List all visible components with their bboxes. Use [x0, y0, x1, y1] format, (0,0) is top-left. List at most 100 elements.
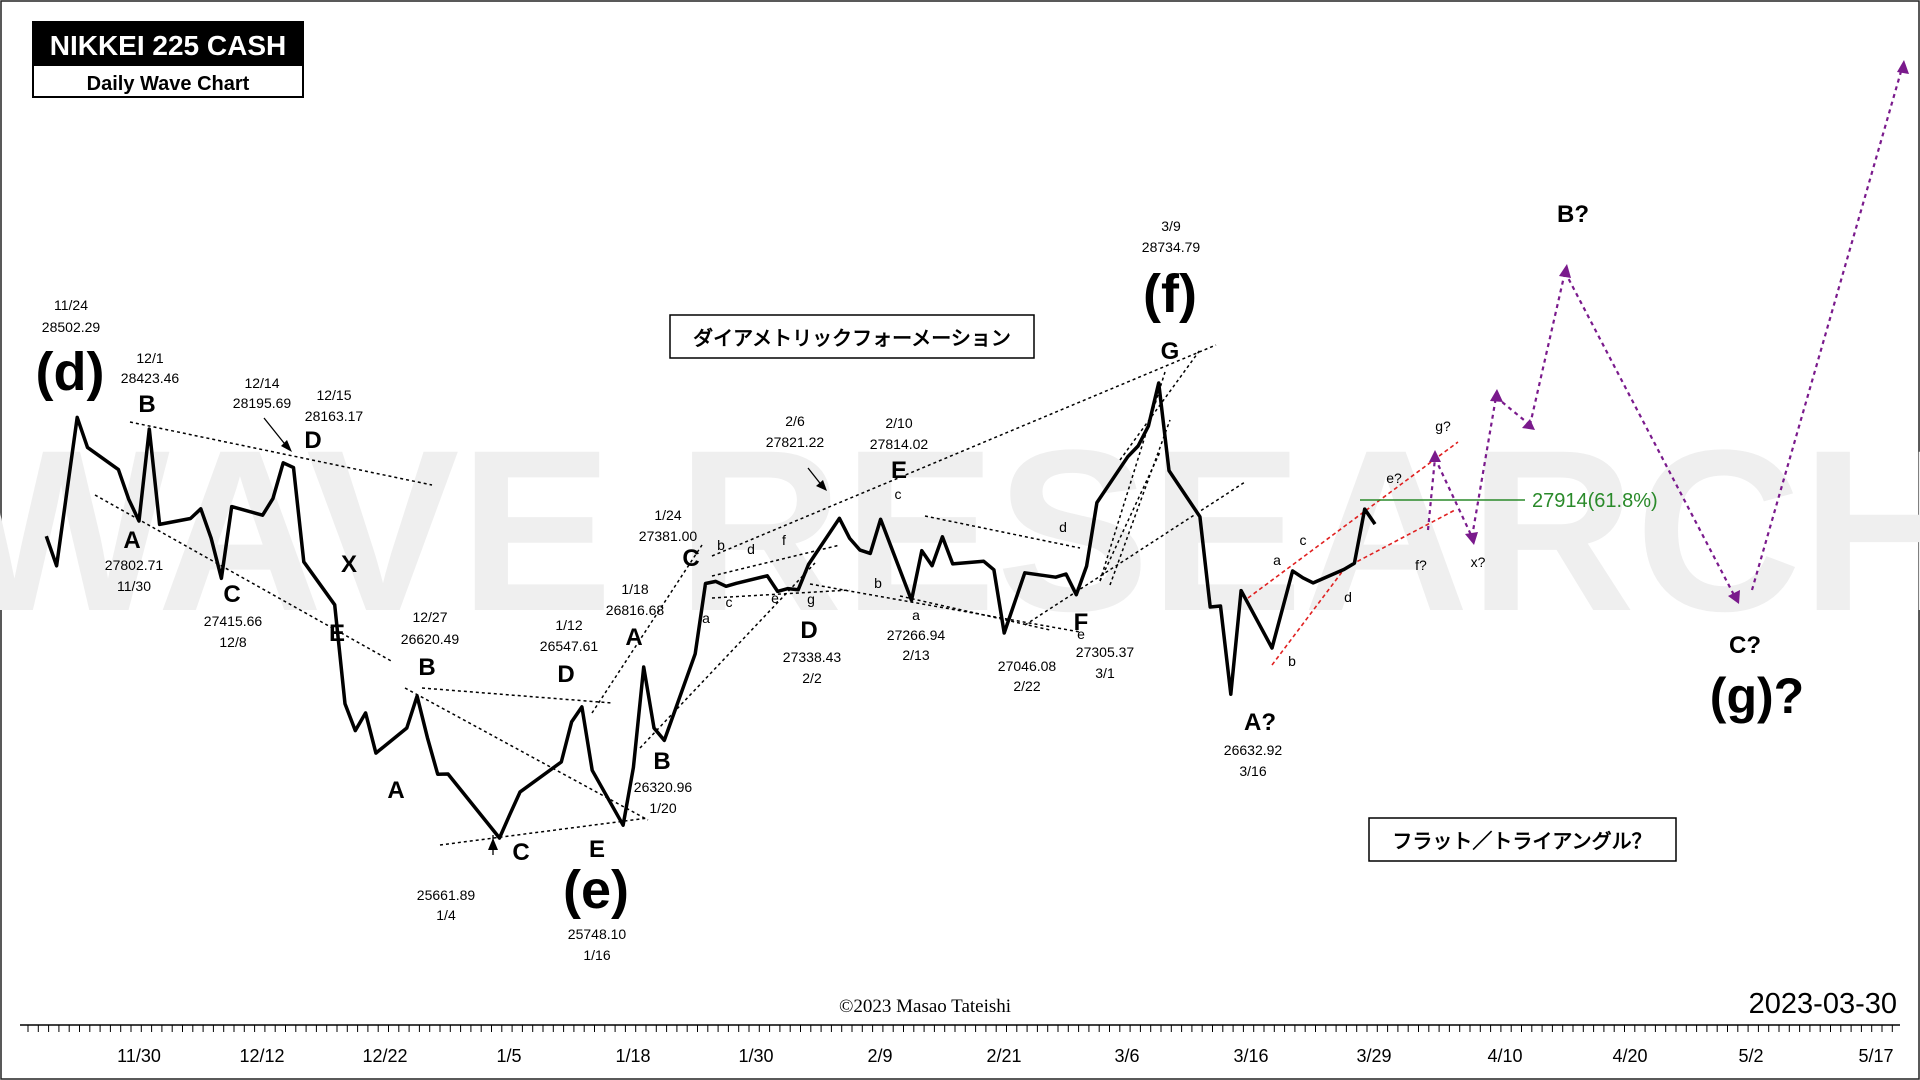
projection-arrowheads: [1429, 60, 1909, 604]
annotation-date: 3/1: [1095, 665, 1115, 681]
x-tick-label: 1/5: [496, 1046, 521, 1066]
x-tick-label: 1/18: [615, 1046, 650, 1066]
wave-small-label: f?: [1415, 557, 1427, 573]
annotation-price: 26547.61: [540, 638, 599, 654]
x-tick-label: 12/22: [362, 1046, 407, 1066]
annotation-date: 3/9: [1161, 218, 1181, 234]
diametric-note: ダイアメトリックフォーメーション: [669, 314, 1035, 359]
wave-small-label: d: [1059, 519, 1067, 535]
annotation-price: 28502.29: [42, 319, 101, 335]
wave-label-big: (d): [36, 342, 105, 402]
big-wave-labels: (d) (e) (f) (g)?: [36, 264, 1805, 920]
x-axis: [20, 1024, 1900, 1032]
wave-small-label: c: [1300, 532, 1307, 548]
annotation-date: 2/13: [902, 647, 929, 663]
wave-small-label: c: [895, 486, 902, 502]
annotation-date: 1/24: [654, 507, 681, 523]
wave-label: D: [304, 427, 321, 454]
price-series-line: [44, 381, 1377, 840]
wave-label-big: (f): [1143, 264, 1197, 324]
annotation-price: 27802.71: [105, 557, 164, 573]
annotation-date: 2/10: [885, 415, 912, 431]
trend-line: [94, 494, 394, 663]
x-tick-label: 11/30: [117, 1046, 161, 1066]
wave-small-label: b: [1288, 653, 1296, 669]
diametric-note-text: ダイアメトリックフォーメーション: [693, 326, 1011, 350]
wave-small-label: e: [1077, 626, 1085, 642]
flat-triangle-note-text: フラット／トライアングル？: [1392, 829, 1651, 853]
trend-line: [1024, 481, 1246, 626]
annotation-price: 26632.92: [1224, 742, 1283, 758]
price-annotations: 11/24 28502.29 12/1 28423.46 12/14 28195…: [42, 218, 1283, 963]
wave-small-label: a: [912, 607, 920, 623]
trend-line: [924, 515, 1081, 549]
annotation-date: 2/2: [802, 670, 822, 686]
x-tick-label: 3/6: [1114, 1046, 1139, 1066]
annotation-price: 26620.49: [401, 631, 460, 647]
annotation-date: 12/1: [136, 350, 163, 366]
wave-label: A?: [1244, 709, 1276, 736]
wave-label-big: (e): [563, 860, 629, 920]
chart-subtitle: Daily Wave Chart: [87, 73, 250, 95]
annotation-date: 12/14: [244, 375, 279, 391]
annotation-date: 12/8: [219, 634, 246, 650]
annotation-price: 27381.00: [639, 528, 698, 544]
annotation-date: 2/6: [785, 413, 805, 429]
chart-date: 2023-03-30: [1749, 988, 1897, 1020]
annotation-date: 12/15: [316, 387, 351, 403]
wave-label: D: [800, 617, 817, 644]
trend-line: [1109, 419, 1171, 586]
wave-small-labels: a b c d e f g a b c d e a b c d e? f? g?…: [702, 418, 1486, 669]
annotation-date: 3/16: [1239, 763, 1266, 779]
wave-label: X: [341, 551, 357, 578]
wave-label: B: [138, 391, 155, 418]
annotation-date: 1/20: [649, 800, 676, 816]
wave-small-label: a: [1273, 552, 1281, 568]
wave-small-label: e: [771, 590, 779, 606]
x-tick-label: 5/17: [1858, 1046, 1893, 1066]
fib-level: 27914(61.8%): [1360, 490, 1658, 512]
annotation-date: 1/16: [583, 947, 610, 963]
wave-label: C: [512, 839, 529, 866]
wave-small-label: b: [874, 575, 882, 591]
annotation-date: 1/18: [621, 581, 648, 597]
annotation-date: 11/24: [54, 297, 88, 313]
wave-small-label: e?: [1386, 470, 1402, 486]
annotation-price: 25748.10: [568, 926, 627, 942]
trend-line: [421, 687, 613, 704]
wave-label: A: [123, 527, 140, 554]
annotation-price: 25661.89: [417, 887, 476, 903]
wave-small-label: d: [1344, 589, 1352, 605]
wave-label: C?: [1729, 632, 1761, 659]
wave-small-label: d: [747, 541, 755, 557]
watermark: WAVE RESEARCH: [0, 402, 1920, 659]
wave-label: E: [891, 457, 907, 484]
title-box: NIKKEI 225 CASH Daily Wave Chart: [32, 21, 304, 98]
wave-label: F: [1074, 609, 1089, 636]
annotation-price: 27266.94: [887, 627, 946, 643]
annotation-price: 26816.68: [606, 602, 665, 618]
annotation-date: 11/30: [117, 578, 151, 594]
x-tick-label: 3/16: [1233, 1046, 1268, 1066]
annotation-price: 27415.66: [204, 613, 263, 629]
wave-small-label: x?: [1471, 554, 1486, 570]
wave-label: G: [1161, 338, 1180, 365]
annotation-price: 27305.37: [1076, 644, 1135, 660]
annotation-price: 27338.43: [783, 649, 842, 665]
x-tick-label: 2/9: [867, 1046, 892, 1066]
wave-small-label: f: [782, 532, 786, 548]
annotation-price: 28163.17: [305, 408, 364, 424]
annotation-date: 12/27: [412, 609, 447, 625]
x-tick-labels: 11/30 12/12 12/22 1/5 1/18 1/30 2/9 2/21…: [117, 1046, 1893, 1066]
annotation-price: 28734.79: [1142, 239, 1201, 255]
wave-label: B: [653, 748, 670, 775]
x-tick-label: 2/21: [986, 1046, 1021, 1066]
wave-label-big: (g)?: [1710, 668, 1804, 724]
copyright: ©2023 Masao Tateishi: [839, 996, 1011, 1017]
trend-line: [711, 589, 851, 599]
x-tick-label: 12/12: [239, 1046, 284, 1066]
wave-small-label: b: [717, 537, 725, 553]
